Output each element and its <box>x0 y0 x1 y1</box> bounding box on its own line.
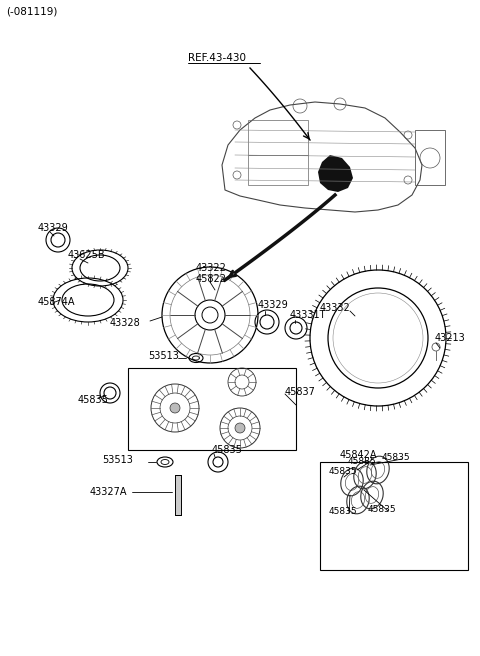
Bar <box>128 368 296 450</box>
Text: 45835: 45835 <box>329 466 358 476</box>
Circle shape <box>235 423 245 433</box>
Text: 43328: 43328 <box>110 318 141 328</box>
Text: 43329: 43329 <box>258 300 289 310</box>
Text: 43331T: 43331T <box>290 310 326 320</box>
Text: 43332: 43332 <box>320 303 351 313</box>
Text: 45837: 45837 <box>285 387 316 397</box>
Text: 43322: 43322 <box>196 263 227 273</box>
Circle shape <box>170 403 180 413</box>
Text: 45835: 45835 <box>212 445 243 455</box>
Text: 45842A: 45842A <box>340 450 377 460</box>
Bar <box>415 130 445 185</box>
Text: 43213: 43213 <box>435 333 466 343</box>
Text: 45835: 45835 <box>368 504 396 514</box>
Bar <box>248 155 308 185</box>
Text: 53513: 53513 <box>148 351 179 361</box>
Text: REF.43-430: REF.43-430 <box>188 53 246 63</box>
Polygon shape <box>318 155 353 192</box>
Text: 45835: 45835 <box>348 457 377 466</box>
Text: 45822: 45822 <box>196 274 227 284</box>
Text: 45835: 45835 <box>382 453 410 462</box>
Text: 45874A: 45874A <box>38 297 75 307</box>
Text: 45835: 45835 <box>329 506 358 516</box>
Text: 45835: 45835 <box>78 395 109 405</box>
Bar <box>248 120 308 155</box>
Bar <box>320 462 468 570</box>
Text: 43327A: 43327A <box>90 487 128 497</box>
Text: 53513: 53513 <box>102 455 133 465</box>
Text: (-081119): (-081119) <box>6 7 58 17</box>
Text: 43329: 43329 <box>38 223 69 233</box>
Bar <box>175 475 181 515</box>
Text: 43625B: 43625B <box>68 250 106 260</box>
